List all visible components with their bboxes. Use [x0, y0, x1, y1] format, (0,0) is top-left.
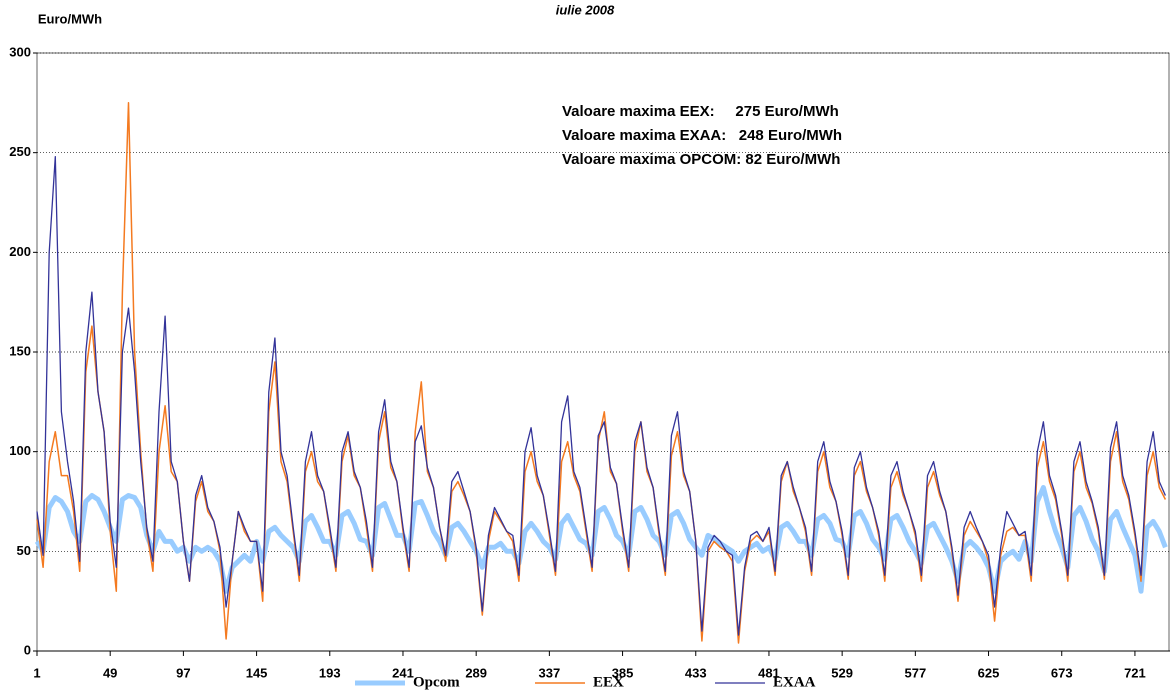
y-tick-label: 150 [9, 343, 31, 358]
legend-label: Opcom [413, 674, 460, 690]
legend-label: EXAA [773, 674, 816, 690]
series-line [36, 102, 1167, 644]
x-tick-label: 49 [103, 665, 117, 680]
x-tick-label: 433 [685, 665, 707, 680]
annotation: Valoare maxima EEX: 275 Euro/MWh [562, 103, 839, 120]
series-line [36, 156, 1166, 636]
x-tick-label: 577 [904, 665, 926, 680]
legend-label: EEX [593, 674, 624, 690]
y-tick-label: 0 [24, 642, 31, 657]
x-tick-label: 145 [246, 665, 268, 680]
y-tick-label: 200 [9, 244, 31, 259]
y-tick-label: 300 [9, 44, 31, 59]
x-tick-label: 337 [539, 665, 561, 680]
chart-title: iulie 2008 [556, 2, 615, 17]
y-tick-label: 50 [17, 543, 31, 558]
series-line [34, 485, 1168, 594]
y-tick-label: 250 [9, 144, 31, 159]
x-tick-label: 193 [319, 665, 341, 680]
x-tick-label: 673 [1051, 665, 1073, 680]
x-tick-label: 385 [612, 665, 634, 680]
annotation: Valoare maxima OPCOM: 82 Euro/MWh [562, 151, 840, 168]
y-axis-label: Euro/MWh [38, 11, 102, 26]
annotation: Valoare maxima EXAA: 248 Euro/MWh [562, 127, 842, 144]
x-tick-label: 241 [392, 665, 414, 680]
x-tick-label: 97 [176, 665, 190, 680]
x-tick-label: 481 [758, 665, 780, 680]
x-tick-label: 625 [978, 665, 1000, 680]
x-tick-label: 1 [33, 665, 40, 680]
x-tick-label: 529 [831, 665, 853, 680]
x-tick-label: 289 [465, 665, 487, 680]
y-tick-label: 100 [9, 443, 31, 458]
x-tick-label: 721 [1124, 665, 1146, 680]
